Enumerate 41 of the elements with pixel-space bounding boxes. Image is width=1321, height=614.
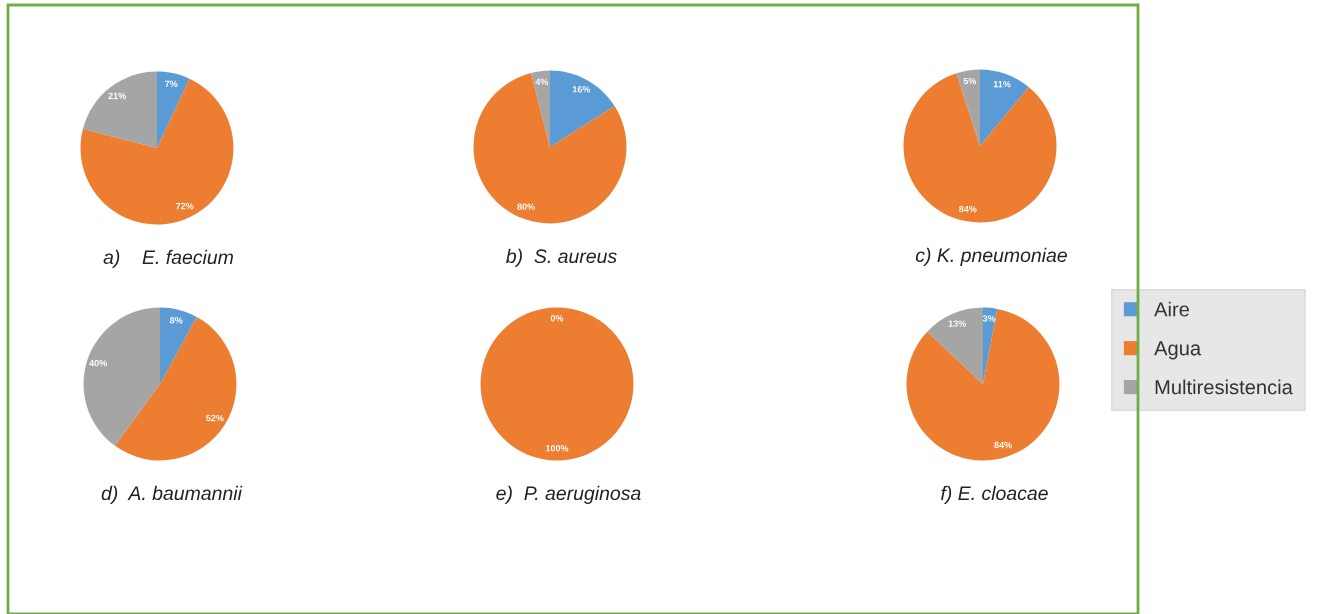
pie-slice — [903, 73, 1057, 223]
pie-slice — [956, 69, 980, 146]
pie-slice — [473, 72, 627, 224]
data-label: 5% — [963, 77, 977, 85]
pie-slice — [157, 71, 190, 148]
pie-slice — [160, 307, 197, 384]
data-label: 4% — [535, 78, 549, 85]
pie-slice — [983, 307, 998, 384]
pie-slice — [115, 316, 237, 461]
legend-label: Agua — [1154, 341, 1202, 360]
data-label: 11% — [993, 80, 1011, 88]
data-label: 16% — [572, 86, 591, 93]
text: d) A. baumannii — [101, 485, 243, 504]
data-label: 8% — [169, 317, 183, 324]
legend-label: Multiresistencia — [1155, 379, 1293, 395]
pie-slice — [83, 307, 160, 446]
text: 0% — [550, 315, 564, 322]
legend-label: Aire — [1154, 301, 1189, 317]
data-label: 52% — [206, 414, 224, 422]
data-label: 21% — [108, 92, 126, 100]
data-label: 100% — [546, 445, 569, 452]
pie-slice — [550, 70, 615, 147]
text: a) E. faecium — [103, 249, 233, 268]
data-label: 13% — [948, 320, 966, 327]
pie-slice — [927, 307, 983, 384]
pie-slice — [82, 71, 157, 148]
data-label: 72% — [176, 202, 194, 210]
data-label: 3% — [982, 315, 996, 322]
pie-slice — [906, 308, 1060, 461]
text: f) E. cloacae — [941, 485, 1048, 504]
data-label: 84% — [994, 441, 1012, 449]
text: c) K. pneumoniae — [915, 247, 1067, 266]
pie-slice — [980, 69, 1029, 146]
data-label: 40% — [89, 359, 107, 367]
pie-slice — [80, 78, 234, 225]
pie-slice — [530, 70, 550, 147]
data-label: 80% — [517, 203, 535, 210]
text: b) S. aureus — [506, 248, 617, 267]
data-label: 7% — [165, 80, 178, 87]
data-label: 84% — [959, 205, 977, 213]
text: e) P. aeruginosa — [496, 485, 641, 504]
